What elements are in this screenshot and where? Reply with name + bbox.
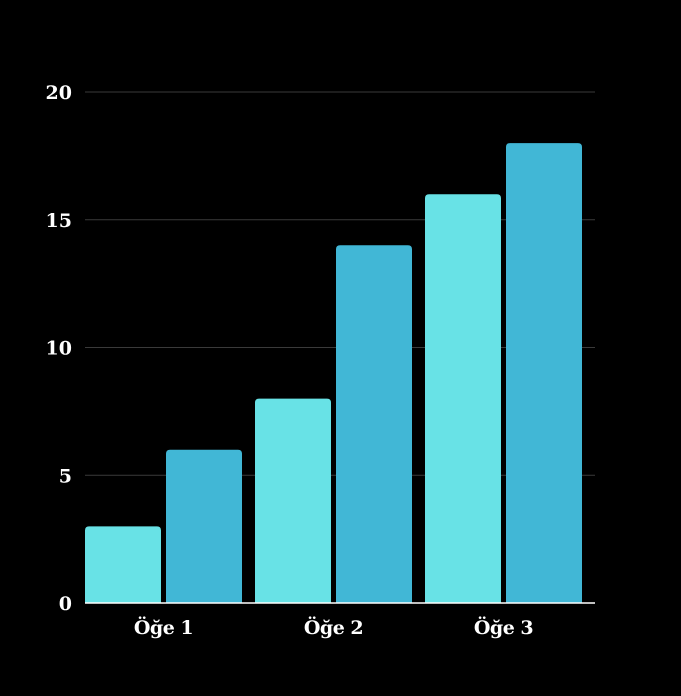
y-tick-label: 20: [46, 82, 72, 104]
bar-series1-2: [255, 398, 331, 603]
bar-series2-3: [506, 143, 582, 603]
bar-series1-3: [425, 194, 501, 603]
y-tick-label: 15: [46, 210, 72, 232]
bars: [85, 143, 582, 604]
x-tick-label: Öğe 2: [304, 616, 363, 639]
y-tick-label: 0: [59, 593, 72, 615]
x-tick-label: Öğe 1: [134, 616, 193, 639]
y-axis: 0 5 10 15 20: [46, 82, 72, 615]
bar-series1-1: [85, 526, 161, 603]
x-tick-label: Öğe 3: [474, 616, 533, 639]
y-tick-label: 10: [46, 338, 72, 360]
bar-series2-1: [166, 449, 242, 603]
y-tick-label: 5: [59, 465, 72, 487]
x-axis: Öğe 1 Öğe 2 Öğe 3: [85, 602, 595, 639]
bar-series2-2: [336, 245, 412, 604]
